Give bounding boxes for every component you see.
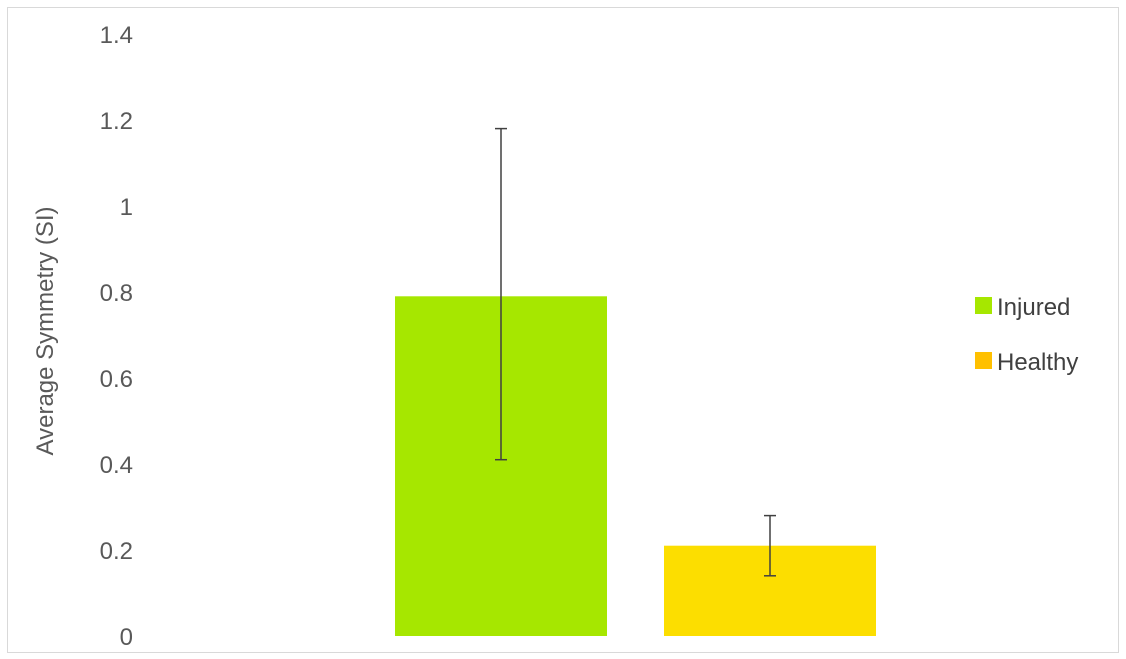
error-bars: [495, 127, 776, 577]
bars: [395, 296, 876, 636]
y-axis-ticks: 0 0.2 0.4 0.6 0.8 1 1.2 1.4: [100, 22, 133, 651]
legend: Injured Healthy: [975, 294, 1078, 376]
y-tick-label: 1: [120, 194, 133, 221]
chart-frame: [7, 7, 1119, 653]
y-tick-label: 0.4: [100, 452, 133, 479]
legend-label-healthy: Healthy: [997, 349, 1078, 376]
y-tick-label: 0.6: [100, 366, 133, 393]
legend-swatch-injured: [975, 297, 992, 314]
legend-label-injured: Injured: [997, 294, 1070, 321]
y-tick-label: 0.2: [100, 538, 133, 565]
y-tick-label: 0.8: [100, 280, 133, 307]
y-axis-title: Average Symmetry (SI): [32, 207, 59, 456]
y-tick-label: 0: [120, 624, 133, 651]
y-tick-label: 1.2: [100, 108, 133, 135]
legend-swatch-healthy: [975, 352, 992, 369]
y-tick-label: 1.4: [100, 22, 133, 49]
